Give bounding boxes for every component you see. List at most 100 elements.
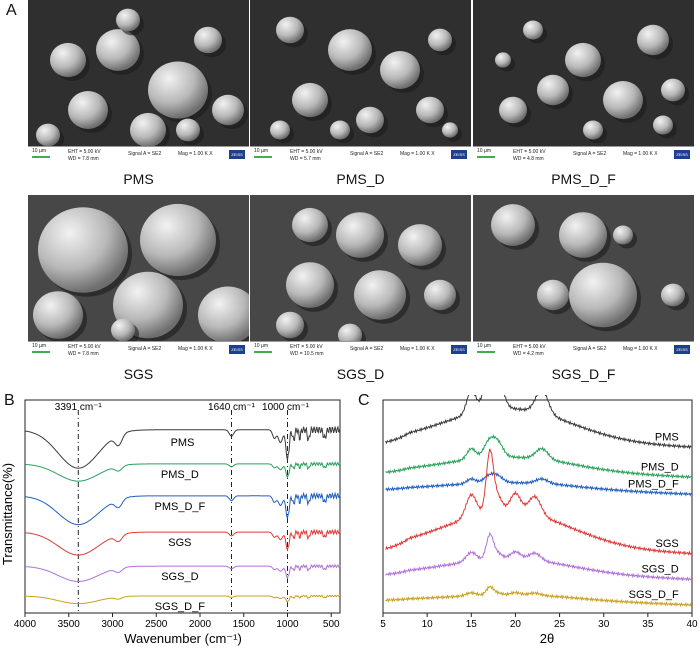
particle xyxy=(330,120,350,140)
xrd-series-label: SGS_D xyxy=(641,564,678,576)
particle xyxy=(661,78,685,102)
particle xyxy=(212,94,244,126)
particle xyxy=(194,26,222,54)
ftir-xlabel: Wavenumber (cm⁻¹) xyxy=(124,631,242,646)
particle xyxy=(354,270,406,320)
particle xyxy=(380,51,420,89)
xrd-tick-label: 40 xyxy=(686,619,698,630)
particle xyxy=(491,204,535,246)
particle xyxy=(424,279,456,311)
particle xyxy=(603,81,643,119)
ftir-tick-label: 4000 xyxy=(14,619,37,630)
zeiss-logo: ZEISS xyxy=(229,345,245,354)
wd-text: WD = 7.8 mm xyxy=(68,156,99,162)
signal-text: Signal A = SE2 xyxy=(350,151,384,157)
ftir-annotation: 1000 cm⁻¹ xyxy=(262,402,310,413)
particle xyxy=(286,262,334,308)
panel-label-c: C xyxy=(358,392,370,409)
mag-text: Mag = 1.00 K X xyxy=(400,346,435,352)
ftir-series-line xyxy=(25,594,341,605)
scale-bar xyxy=(32,351,50,353)
panel-label-a: A xyxy=(6,2,17,19)
xrd-chart: 5 10 15 20 25 30 35 40 PMS PMS_D PMS_D_F SGS SGS_D SG… xyxy=(380,395,698,646)
particle xyxy=(36,123,60,147)
xrd-series-line xyxy=(385,448,692,556)
signal-text: Signal A = SE2 xyxy=(128,346,162,352)
sem-image: 10 µm EHT = 5.00 kV WD = 4.2 mm Signal A = … xyxy=(473,195,694,358)
ftir-annotation: 3391 cm⁻¹ xyxy=(55,402,103,413)
zeiss-logo: ZEISS xyxy=(674,345,690,354)
scale-bar xyxy=(32,156,50,158)
particle xyxy=(537,279,569,311)
particle xyxy=(50,42,86,78)
scale-bar xyxy=(254,351,272,353)
sem-image: 10 µm EHT = 5.00 kV WD = 7.8 mm Signal A = … xyxy=(28,195,249,358)
particle xyxy=(292,207,328,243)
sem-info-bar: 10 µm EHT = 5.00 kV WD = 7.8 mm Signal A = … xyxy=(28,146,249,163)
signal-text: Signal A = SE2 xyxy=(573,346,607,352)
particle xyxy=(96,29,140,71)
ftir-tick-label: 3000 xyxy=(101,619,124,630)
particle xyxy=(428,28,452,52)
ftir-series-label: SGS_D xyxy=(161,571,198,583)
particle xyxy=(328,29,372,71)
scale-text: 10 µm xyxy=(32,148,46,154)
scale-text: 10 µm xyxy=(254,343,268,349)
eht-text: EHT = 5.00 kV xyxy=(513,149,546,155)
sem-info-bar: 10 µm EHT = 5.00 kV WD = 4.2 mm Signal A = … xyxy=(473,341,694,358)
sem-caption: PMS_D xyxy=(336,171,385,187)
particle xyxy=(559,212,607,258)
ftir-tick-label: 2000 xyxy=(189,619,212,630)
scale-text: 10 µm xyxy=(477,343,491,349)
particle xyxy=(661,283,685,307)
wd-text: WD = 7.8 mm xyxy=(68,351,99,357)
eht-text: EHT = 5.00 kV xyxy=(68,344,101,350)
sem-caption: PMS_D_F xyxy=(551,171,616,187)
wd-text: WD = 4.2 mm xyxy=(513,351,544,357)
ftir-series-line xyxy=(24,461,341,482)
scale-text: 10 µm xyxy=(254,148,268,154)
xrd-tick-label: 35 xyxy=(642,619,654,630)
sem-info-bar: 10 µm EHT = 5.00 kV WD = 10.5 mm Signal A =… xyxy=(250,341,471,358)
ftir-series-label: SGS xyxy=(168,537,191,549)
mag-text: Mag = 1.00 K X xyxy=(623,151,658,157)
ftir-series-line xyxy=(25,528,341,556)
xrd-series-label: SGS xyxy=(656,538,679,550)
xrd-series-line xyxy=(385,434,692,480)
ftir-series-line xyxy=(24,491,341,526)
mag-text: Mag = 1.00 K X xyxy=(178,151,213,157)
zeiss-logo: ZEISS xyxy=(674,150,690,159)
ftir-annotation: 1640 cm⁻¹ xyxy=(208,402,256,413)
sem-image: 10 µm EHT = 5.00 kV WD = 5.7 mm Signal A = … xyxy=(250,0,471,163)
sem-caption: PMS xyxy=(123,171,154,187)
ftir-series-label: SGS_D_F xyxy=(155,601,205,613)
sem-info-bar: 10 µm EHT = 5.00 kV WD = 7.8 mm Signal A = … xyxy=(28,341,249,358)
sem-image: 10 µm EHT = 5.00 kV WD = 7.8 mm Signal A = … xyxy=(28,0,249,163)
scale-bar xyxy=(254,156,272,158)
particle xyxy=(276,311,304,339)
ftir-tick-label: 3500 xyxy=(58,619,81,630)
particle xyxy=(338,323,362,342)
eht-text: EHT = 5.00 kV xyxy=(68,149,101,155)
signal-text: Signal A = SE2 xyxy=(573,151,607,157)
eht-text: EHT = 5.00 kV xyxy=(290,149,323,155)
scale-text: 10 µm xyxy=(32,343,46,349)
panel-label-b: B xyxy=(4,392,15,409)
particle xyxy=(569,262,637,328)
particle xyxy=(336,212,384,258)
eht-text: EHT = 5.00 kV xyxy=(290,344,323,350)
ftir-series-line xyxy=(25,563,341,582)
wd-text: WD = 4.8 mm xyxy=(513,156,544,162)
zeiss-logo: ZEISS xyxy=(451,345,467,354)
particle xyxy=(111,318,135,342)
xrd-series-label: PMS_D xyxy=(641,461,679,473)
particle xyxy=(398,224,442,266)
xrd-tick-label: 5 xyxy=(380,619,386,630)
wd-text: WD = 10.5 mm xyxy=(290,351,324,357)
xrd-series-label: PMS_D_F xyxy=(628,478,679,490)
particle xyxy=(276,16,304,44)
particle xyxy=(140,203,216,277)
mag-text: Mag = 1.00 K X xyxy=(400,151,435,157)
ftir-ylabel: Transmittance(%) xyxy=(0,463,15,565)
particle xyxy=(583,120,603,140)
